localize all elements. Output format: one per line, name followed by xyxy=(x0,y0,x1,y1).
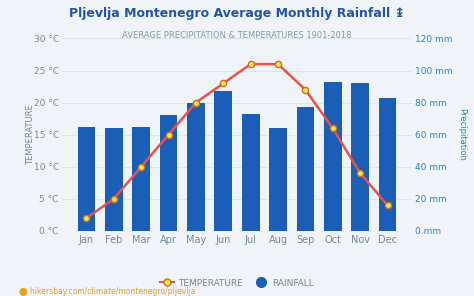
Y-axis label: TEMPERATURE: TEMPERATURE xyxy=(27,104,36,165)
Bar xyxy=(132,127,150,231)
Bar xyxy=(214,91,232,231)
Bar xyxy=(78,127,95,231)
Legend: TEMPERATURE, RAINFALL: TEMPERATURE, RAINFALL xyxy=(157,275,317,292)
Y-axis label: Precipitation: Precipitation xyxy=(457,108,466,161)
Bar xyxy=(242,114,260,231)
Bar xyxy=(351,83,369,231)
Bar xyxy=(105,128,123,231)
Bar xyxy=(160,115,177,231)
Text: Pljevlja Montenegro Average Monthly Rainfall ↨: Pljevlja Montenegro Average Monthly Rain… xyxy=(69,7,405,20)
Text: AVERAGE PRECIPITATION & TEMPERATURES 1901-2018: AVERAGE PRECIPITATION & TEMPERATURES 190… xyxy=(122,31,352,40)
Bar xyxy=(324,82,342,231)
Bar xyxy=(379,98,396,231)
Bar xyxy=(297,107,314,231)
Text: ⬤ hikersbay.com/climate/montenegro/pljevlja: ⬤ hikersbay.com/climate/montenegro/pljev… xyxy=(19,287,195,296)
Bar xyxy=(187,103,205,231)
Bar xyxy=(269,128,287,231)
